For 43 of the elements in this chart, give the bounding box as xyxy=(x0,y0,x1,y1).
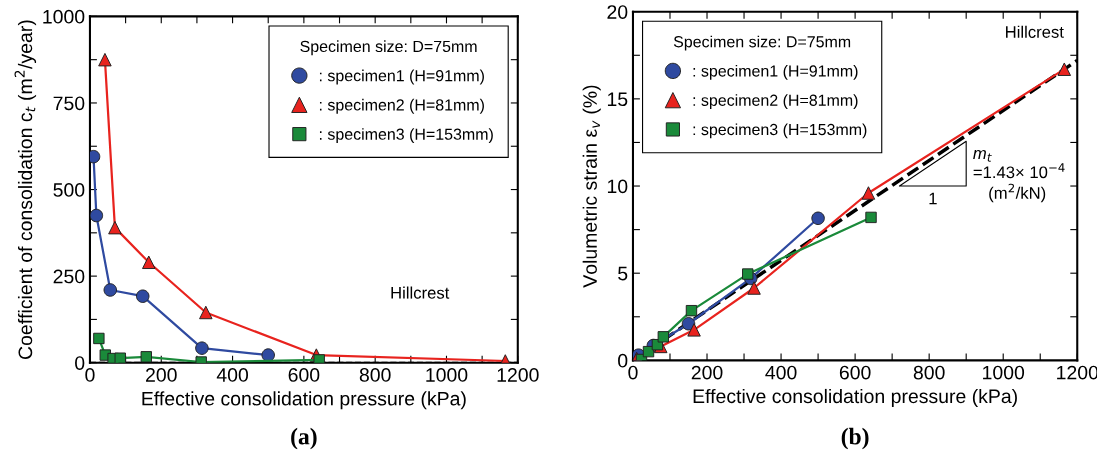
y-tick-label: 5 xyxy=(618,266,628,281)
text: (a) xyxy=(291,427,317,450)
y-tick-label: 10 xyxy=(607,179,628,194)
y-tick-label: 250 xyxy=(53,269,85,284)
y-tick-label: 15 xyxy=(607,92,628,107)
y-tick-label: 20 xyxy=(607,5,628,19)
y-axis-title: Coefficient of consolidation c$_{t}$ (m$^{2}$/year) xyxy=(14,20,37,359)
x-tick-label: 1000 xyxy=(983,365,1025,380)
y-axis-title: Volumetric strain ε$_{v}$ (%) xyxy=(582,85,601,288)
x-axis-title: Effective consolidation pressure (kPa) xyxy=(142,391,466,410)
legend-title: Specimen size: D=75mm xyxy=(300,40,477,56)
x-tick-label: 600 xyxy=(839,365,871,380)
y-tick-label: 1000 xyxy=(43,9,85,24)
x-axis-title: Effective consolidation pressure (kPa) xyxy=(693,388,1017,408)
x-tick-label: 800 xyxy=(359,368,391,382)
legend-label: : specimen2 (H=81mm) xyxy=(693,94,858,110)
text: (b) xyxy=(841,427,869,450)
legend-label: : specimen3 (H=153mm) xyxy=(693,123,867,139)
x-tick-label: 200 xyxy=(146,368,177,382)
x-tick-label: 400 xyxy=(216,368,249,382)
x-tick-label: 1000 xyxy=(426,368,468,382)
annotation: m$_{t}$ xyxy=(973,149,992,162)
annotation: 1 xyxy=(929,192,937,205)
y-tick-label: 500 xyxy=(53,183,85,197)
legend-label: : specimen2 (H=81mm) xyxy=(319,98,484,114)
y-tick-label: 750 xyxy=(53,96,85,111)
x-tick-label: 200 xyxy=(691,365,723,380)
legend-label: : specimen3 (H=153mm) xyxy=(319,128,493,144)
x-tick-label: 400 xyxy=(765,365,797,380)
x-tick-label: 0 xyxy=(85,368,95,382)
legend-label: : specimen1 (H=91mm) xyxy=(693,64,858,80)
annotation: (m$^{2}$/kN) xyxy=(989,183,1046,203)
annotation: Hillcrest xyxy=(1006,25,1064,38)
legend-label: : specimen1 (H=91mm) xyxy=(319,69,484,85)
legend-title: Specimen size: D=75mm xyxy=(673,35,851,51)
y-tick-label: 0 xyxy=(618,353,628,368)
x-tick-label: 1200 xyxy=(497,368,539,382)
x-tick-label: 800 xyxy=(913,365,945,380)
annotation: Hillcrest xyxy=(391,286,450,299)
x-tick-label: 600 xyxy=(288,368,320,382)
x-tick-label: 0 xyxy=(628,365,638,380)
annotation: =1.43× 10$^{−4}$ xyxy=(973,163,1065,179)
y-tick-label: 0 xyxy=(75,356,85,370)
